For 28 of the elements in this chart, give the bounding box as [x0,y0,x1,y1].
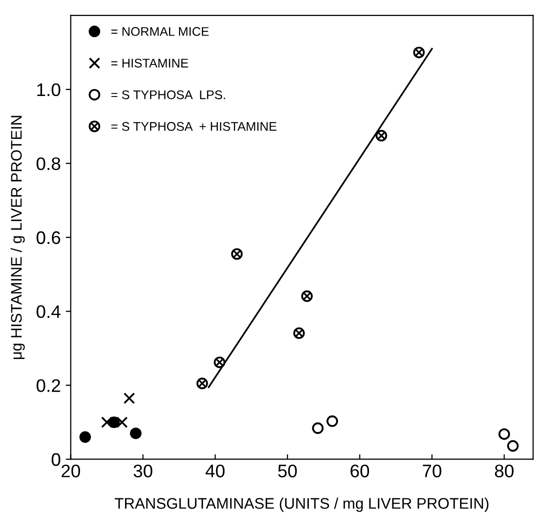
x-axis-title: TRANSGLUTAMINASE (UNITS / mg LIVER PROTEIN) [114,498,488,512]
x-tick-label: 70 [422,464,442,478]
y-axis-title: μg HISTAMINE / g LIVER PROTEIN [10,116,25,360]
y-tick-label: 0.4 [36,305,60,318]
point [498,428,510,440]
point [507,440,519,452]
x-tick-label: 40 [206,464,225,478]
y-tick-label: 1.0 [37,83,60,96]
legend-label: = S TYPHOSA + HISTAMINE [111,122,276,131]
legend-label: = S TYPHOSA LPS. [111,90,226,100]
point [326,415,338,427]
x-tick-label: 20 [62,464,80,478]
y-tick-label: 0.6 [36,231,60,244]
legend-label: = HISTAMINE [111,58,188,68]
x-tick-label: 60 [350,464,370,478]
x-tick-label: 30 [134,464,152,478]
point [116,416,128,428]
y-tick-label: 0 [52,453,60,466]
x-tick-label: 50 [278,464,297,478]
x-tick-label: 80 [494,464,514,478]
point [101,416,113,428]
y-tick-label: 0.8 [36,157,60,170]
point [312,422,324,434]
point [79,431,91,443]
legend-label: = NORMAL MICE [111,27,209,36]
y-tick-label: 0.2 [36,379,60,392]
point [123,392,136,404]
point [130,428,142,440]
